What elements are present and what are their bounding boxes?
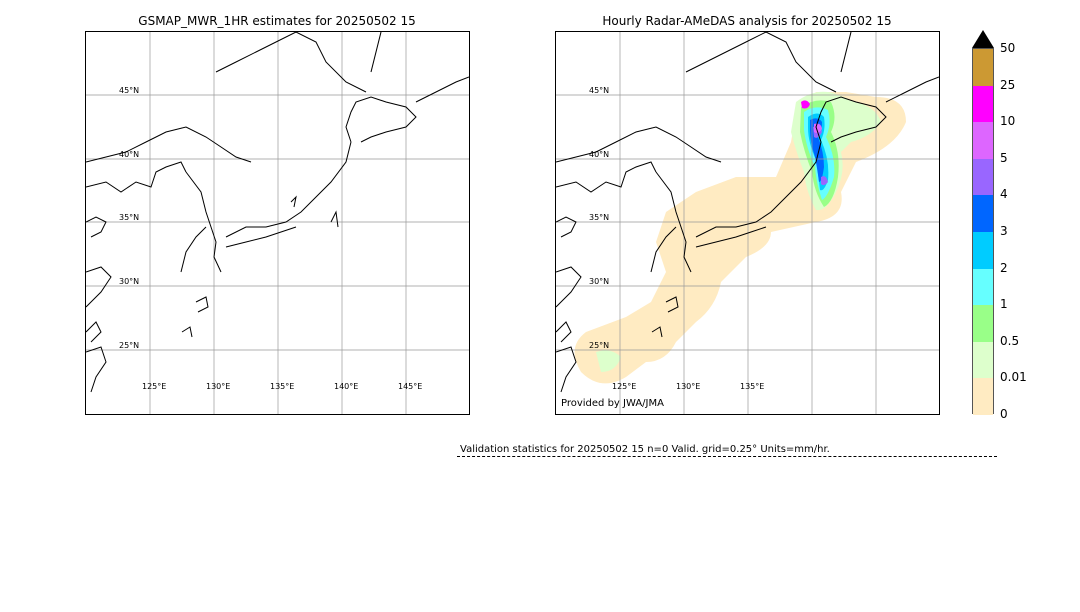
colorbar-segment (973, 158, 993, 196)
lat-label: 40°N (119, 150, 139, 159)
lon-label: 130°E (206, 382, 230, 391)
lon-label: 135°E (270, 382, 294, 391)
lat-label: 30°N (589, 277, 609, 286)
colorbar-segment (973, 122, 993, 159)
lat-label: 35°N (589, 213, 609, 222)
lat-label: 25°N (589, 341, 609, 350)
right-lon-labels: 125°E 130°E 135°E (612, 382, 764, 391)
colorbar-segment (973, 268, 993, 306)
colorbar-tick-label: 50 (1000, 41, 1016, 55)
colorbar-segment (973, 341, 993, 379)
colorbar-segment (973, 305, 993, 342)
stats-divider (457, 456, 997, 457)
lat-label: 45°N (589, 86, 609, 95)
colorbar-segment (973, 378, 993, 415)
left-panel-title: GSMAP_MWR_1HR estimates for 20250502 15 (138, 14, 416, 28)
colorbar-tick-label: 1 (1000, 297, 1008, 312)
lon-label: 140°E (334, 382, 358, 391)
colorbar-tick-label: 25 (1000, 77, 1016, 92)
left-lon-labels: 125°E 130°E 135°E 140°E 145°E (142, 382, 422, 391)
left-gridlines (86, 32, 469, 414)
right-lat-labels: 45°N 40°N 35°N 30°N 25°N (589, 86, 609, 350)
lat-label: 40°N (589, 150, 609, 159)
colorbar-tick-label: 0 (1000, 407, 1008, 421)
lon-label: 130°E (676, 382, 700, 391)
left-map-panel: 45°N 40°N 35°N 30°N 25°N 125°E 130°E 135… (85, 31, 470, 415)
lon-label: 125°E (142, 382, 166, 391)
lon-label: 125°E (612, 382, 636, 391)
colorbar-segment (973, 49, 993, 86)
right-panel-title: Hourly Radar-AMeDAS analysis for 2025050… (602, 14, 892, 28)
right-map-svg: 45°N 40°N 35°N 30°N 25°N 125°E 130°E 135… (556, 32, 939, 414)
colorbar-tick-label: 10 (1000, 114, 1016, 129)
lat-label: 25°N (119, 341, 139, 350)
colorbar-tick-label: 3 (1000, 224, 1008, 238)
colorbar (972, 48, 994, 415)
left-lat-labels: 45°N 40°N 35°N 30°N 25°N (119, 86, 139, 350)
precipitation-overlay (574, 91, 906, 384)
lon-label: 145°E (398, 382, 422, 391)
lat-label: 30°N (119, 277, 139, 286)
lon-label: 135°E (740, 382, 764, 391)
lat-label: 35°N (119, 213, 139, 222)
left-map-svg: 45°N 40°N 35°N 30°N 25°N 125°E 130°E 135… (86, 32, 469, 414)
colorbar-tick-label: 0.01 (1000, 370, 1027, 385)
right-coastlines (556, 32, 939, 393)
validation-stats: Validation statistics for 20250502 15 n=… (460, 444, 830, 455)
colorbar-segment (973, 232, 993, 269)
colorbar-tick-label: 2 (1000, 260, 1008, 275)
lat-label: 45°N (119, 86, 139, 95)
colorbar-tick-label: 4 (1000, 187, 1008, 202)
credit-text: Provided by JWA/JMA (561, 398, 664, 409)
colorbar-tick-label: 0.5 (1000, 333, 1020, 348)
colorbar-tick-label: 5 (1000, 150, 1008, 165)
colorbar-arrow (972, 30, 994, 48)
right-gridlines (556, 32, 939, 414)
colorbar-segment (973, 195, 993, 232)
right-map-panel: 45°N 40°N 35°N 30°N 25°N 125°E 130°E 135… (555, 31, 940, 415)
colorbar-segment (973, 85, 993, 123)
left-coastlines (86, 32, 469, 393)
